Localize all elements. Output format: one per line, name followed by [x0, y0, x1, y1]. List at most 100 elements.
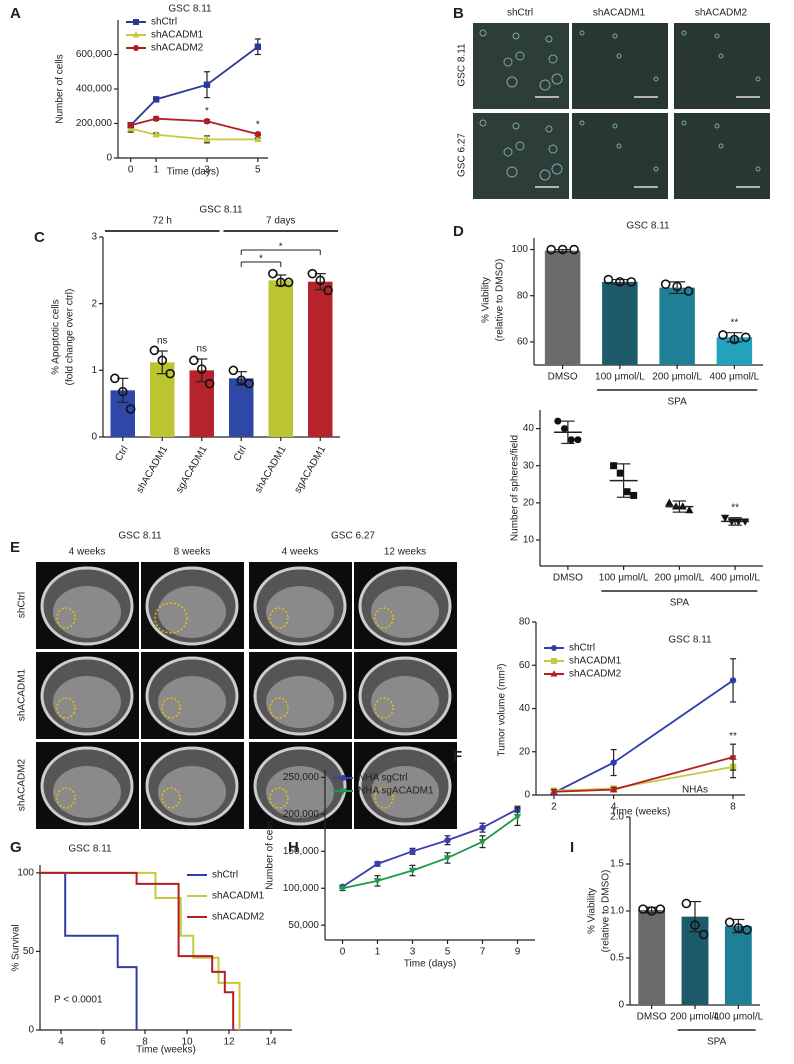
brain: [266, 586, 334, 638]
data-point: [203, 135, 211, 143]
data-point: [569, 244, 579, 255]
sphere: [653, 166, 659, 172]
y-axis-label: Number of cells: [265, 820, 276, 889]
y-tick-label: 200,000: [283, 809, 320, 820]
data-point: [323, 285, 333, 296]
legend-label: shCtrl: [151, 17, 177, 28]
data-point: [315, 275, 326, 286]
series-line: [553, 679, 734, 794]
chart-title: GSC 8.11: [626, 221, 670, 232]
data-point: [626, 277, 637, 287]
panel-letter: D: [453, 223, 464, 240]
y-tick-label: 80: [519, 617, 531, 628]
sphere: [545, 125, 553, 133]
data-point: [610, 462, 618, 470]
legend-marker: [551, 645, 557, 651]
tumor-outline: [56, 787, 76, 809]
row-label: shCtrl: [17, 592, 28, 618]
bar: [659, 287, 695, 365]
x-tick-label: 2: [551, 802, 557, 813]
y-tick-label: 150,000: [283, 846, 320, 857]
y-axis-label: % Survival: [11, 924, 22, 971]
data-point: [196, 364, 207, 374]
data-point: [660, 279, 671, 289]
data-point: [203, 118, 211, 125]
sphere: [579, 30, 585, 36]
legend-label: NHA sgACADM1: [358, 786, 434, 797]
data-point: [125, 404, 136, 414]
legend-marker: [133, 45, 139, 51]
x-tick-label: 0: [128, 165, 134, 176]
micrograph: [473, 113, 569, 199]
sphere: [714, 33, 720, 39]
data-point: [554, 417, 562, 425]
y-tick-label: 2: [91, 298, 97, 309]
brain: [158, 586, 226, 638]
tumor-outline: [56, 697, 76, 719]
x-tick-label: 8: [730, 802, 736, 813]
data-point: [729, 334, 740, 345]
sphere: [551, 163, 563, 175]
sphere: [714, 123, 720, 129]
x-tick-label: Ctrl: [232, 444, 249, 463]
data-point: [244, 378, 254, 389]
survival-curve: [40, 871, 138, 1030]
data-point: [189, 355, 199, 366]
data-point: [729, 753, 737, 760]
x-tick-label: 10: [181, 1037, 193, 1048]
y-tick-label: 1: [91, 365, 97, 376]
data-point: [685, 505, 694, 514]
data-point: [152, 130, 160, 138]
x-tick-label: 9: [515, 947, 521, 958]
x-tick-label: 5: [445, 947, 451, 958]
annotation: **: [729, 731, 737, 742]
legend-marker: [133, 19, 139, 25]
sphere: [718, 53, 724, 59]
data-point: [741, 332, 751, 343]
group-label: 72 h: [153, 216, 172, 227]
tumor-outline: [161, 697, 181, 719]
y-axis-label: Number of spheres/field: [510, 435, 521, 541]
data-point: [479, 824, 486, 831]
data-point: [110, 373, 120, 384]
series-line: [130, 127, 258, 141]
legend-label: NHA sgCtrl: [358, 773, 407, 784]
x-tick-label: shACADM1: [253, 444, 289, 495]
y-tick-label: 20: [519, 746, 531, 757]
x-tick-label: 5: [255, 165, 261, 176]
annotation: *: [205, 106, 209, 117]
annotation: ns: [157, 336, 168, 347]
data-point: [615, 277, 625, 287]
row-label: shACADM2: [17, 758, 28, 811]
y-tick-label: 1.5: [610, 859, 624, 870]
data-point: [409, 848, 416, 855]
data-point: [254, 130, 262, 138]
sphere: [755, 166, 761, 172]
micrograph: [674, 113, 770, 199]
data-point: [127, 122, 134, 129]
survival-curve: [40, 871, 241, 1030]
annotation: ns: [196, 344, 207, 355]
data-point: [444, 837, 451, 844]
data-point: [646, 906, 657, 916]
data-point: [733, 923, 744, 933]
x-tick-label: 100 μmol/L: [599, 573, 649, 584]
sphere: [515, 141, 525, 151]
legend-marker: [340, 775, 346, 781]
data-point: [165, 368, 175, 379]
column-label: 4 weeks: [282, 547, 319, 558]
sphere: [718, 143, 724, 149]
series-line: [130, 46, 259, 126]
annotation: **: [731, 502, 739, 513]
legend-marker: [550, 670, 558, 677]
legend-label: shACADM2: [569, 669, 622, 680]
data-point: [157, 355, 168, 366]
micrograph: [473, 23, 569, 109]
tumor-outline: [269, 697, 289, 719]
x-tick-label: 14: [265, 1037, 277, 1048]
y-tick-label: 0.5: [610, 953, 624, 964]
panel-letter: F: [453, 748, 462, 765]
data-point: [203, 81, 211, 88]
data-point: [665, 498, 674, 506]
